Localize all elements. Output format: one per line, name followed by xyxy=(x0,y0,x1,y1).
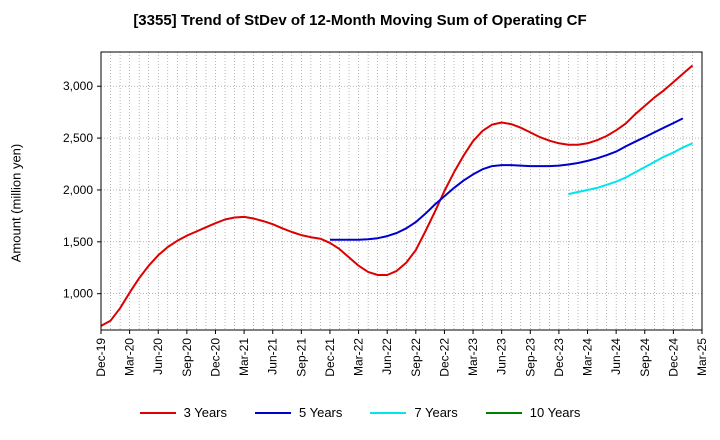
x-tick-label: Dec-22 xyxy=(437,338,451,377)
grid xyxy=(101,52,702,330)
series-line-3-years xyxy=(100,64,694,327)
x-tick-label: Sep-21 xyxy=(294,338,308,377)
x-ticks: Dec-19 Mar-20 Jun-20 Sep-20 Dec-20 Mar-21 Jun-… xyxy=(94,330,709,377)
x-tick-label: Mar-21 xyxy=(237,338,251,376)
legend: 3 Years 5 Years 7 Years 10 Years xyxy=(0,405,720,420)
x-tick-label: Sep-23 xyxy=(523,338,537,377)
legend-swatch xyxy=(485,411,522,414)
y-tick-label: 3,000 xyxy=(63,79,93,93)
x-tick-label: Jun-22 xyxy=(380,338,394,375)
x-tick-label: Jun-21 xyxy=(266,338,280,375)
legend-swatch xyxy=(370,411,407,414)
x-tick-label: Sep-24 xyxy=(638,338,652,377)
legend-label: 10 Years xyxy=(529,405,581,420)
x-tick-label: Mar-22 xyxy=(352,338,366,376)
x-tick-label: Dec-19 xyxy=(94,338,108,377)
series-layer xyxy=(100,64,694,327)
y-tick-label: 1,500 xyxy=(63,235,93,249)
series-line-5-years xyxy=(330,117,684,241)
chart-title: [3355] Trend of StDev of 12-Month Moving… xyxy=(133,12,587,29)
legend-label: 3 Years xyxy=(183,405,227,420)
x-tick-label: Mar-25 xyxy=(695,338,709,376)
x-tick-label: Jun-24 xyxy=(609,338,623,375)
x-tick-label: Dec-20 xyxy=(208,338,222,377)
series-line-7-years xyxy=(568,142,693,196)
y-tick-label: 2,000 xyxy=(63,183,93,197)
x-tick-label: Dec-23 xyxy=(552,338,566,377)
legend-item: 3 Years xyxy=(139,405,227,420)
y-tick-label: 1,000 xyxy=(63,287,93,301)
x-tick-label: Mar-20 xyxy=(123,338,137,376)
x-tick-label: Dec-24 xyxy=(666,338,680,377)
x-tick-label: Mar-24 xyxy=(581,338,595,376)
legend-swatch xyxy=(139,411,176,414)
x-tick-label: Jun-23 xyxy=(495,338,509,375)
x-tick-label: Sep-20 xyxy=(180,338,194,377)
legend-label: 7 Years xyxy=(414,405,458,420)
legend-item: 7 Years xyxy=(370,405,458,420)
legend-swatch xyxy=(255,411,291,414)
y-tick-label: 2,500 xyxy=(63,131,93,145)
plot-frame xyxy=(100,51,703,331)
x-tick-label: Dec-21 xyxy=(323,338,337,377)
x-tick-label: Jun-20 xyxy=(151,338,165,375)
legend-item: 5 Years xyxy=(255,405,342,420)
legend-item: 10 Years xyxy=(485,405,581,420)
legend-label: 5 Years xyxy=(299,405,343,420)
x-tick-label: Sep-22 xyxy=(409,338,423,377)
x-tick-label: Mar-23 xyxy=(466,338,480,376)
y-ticks: 1,000 1,500 2,000 2,500 3,000 xyxy=(63,79,101,301)
